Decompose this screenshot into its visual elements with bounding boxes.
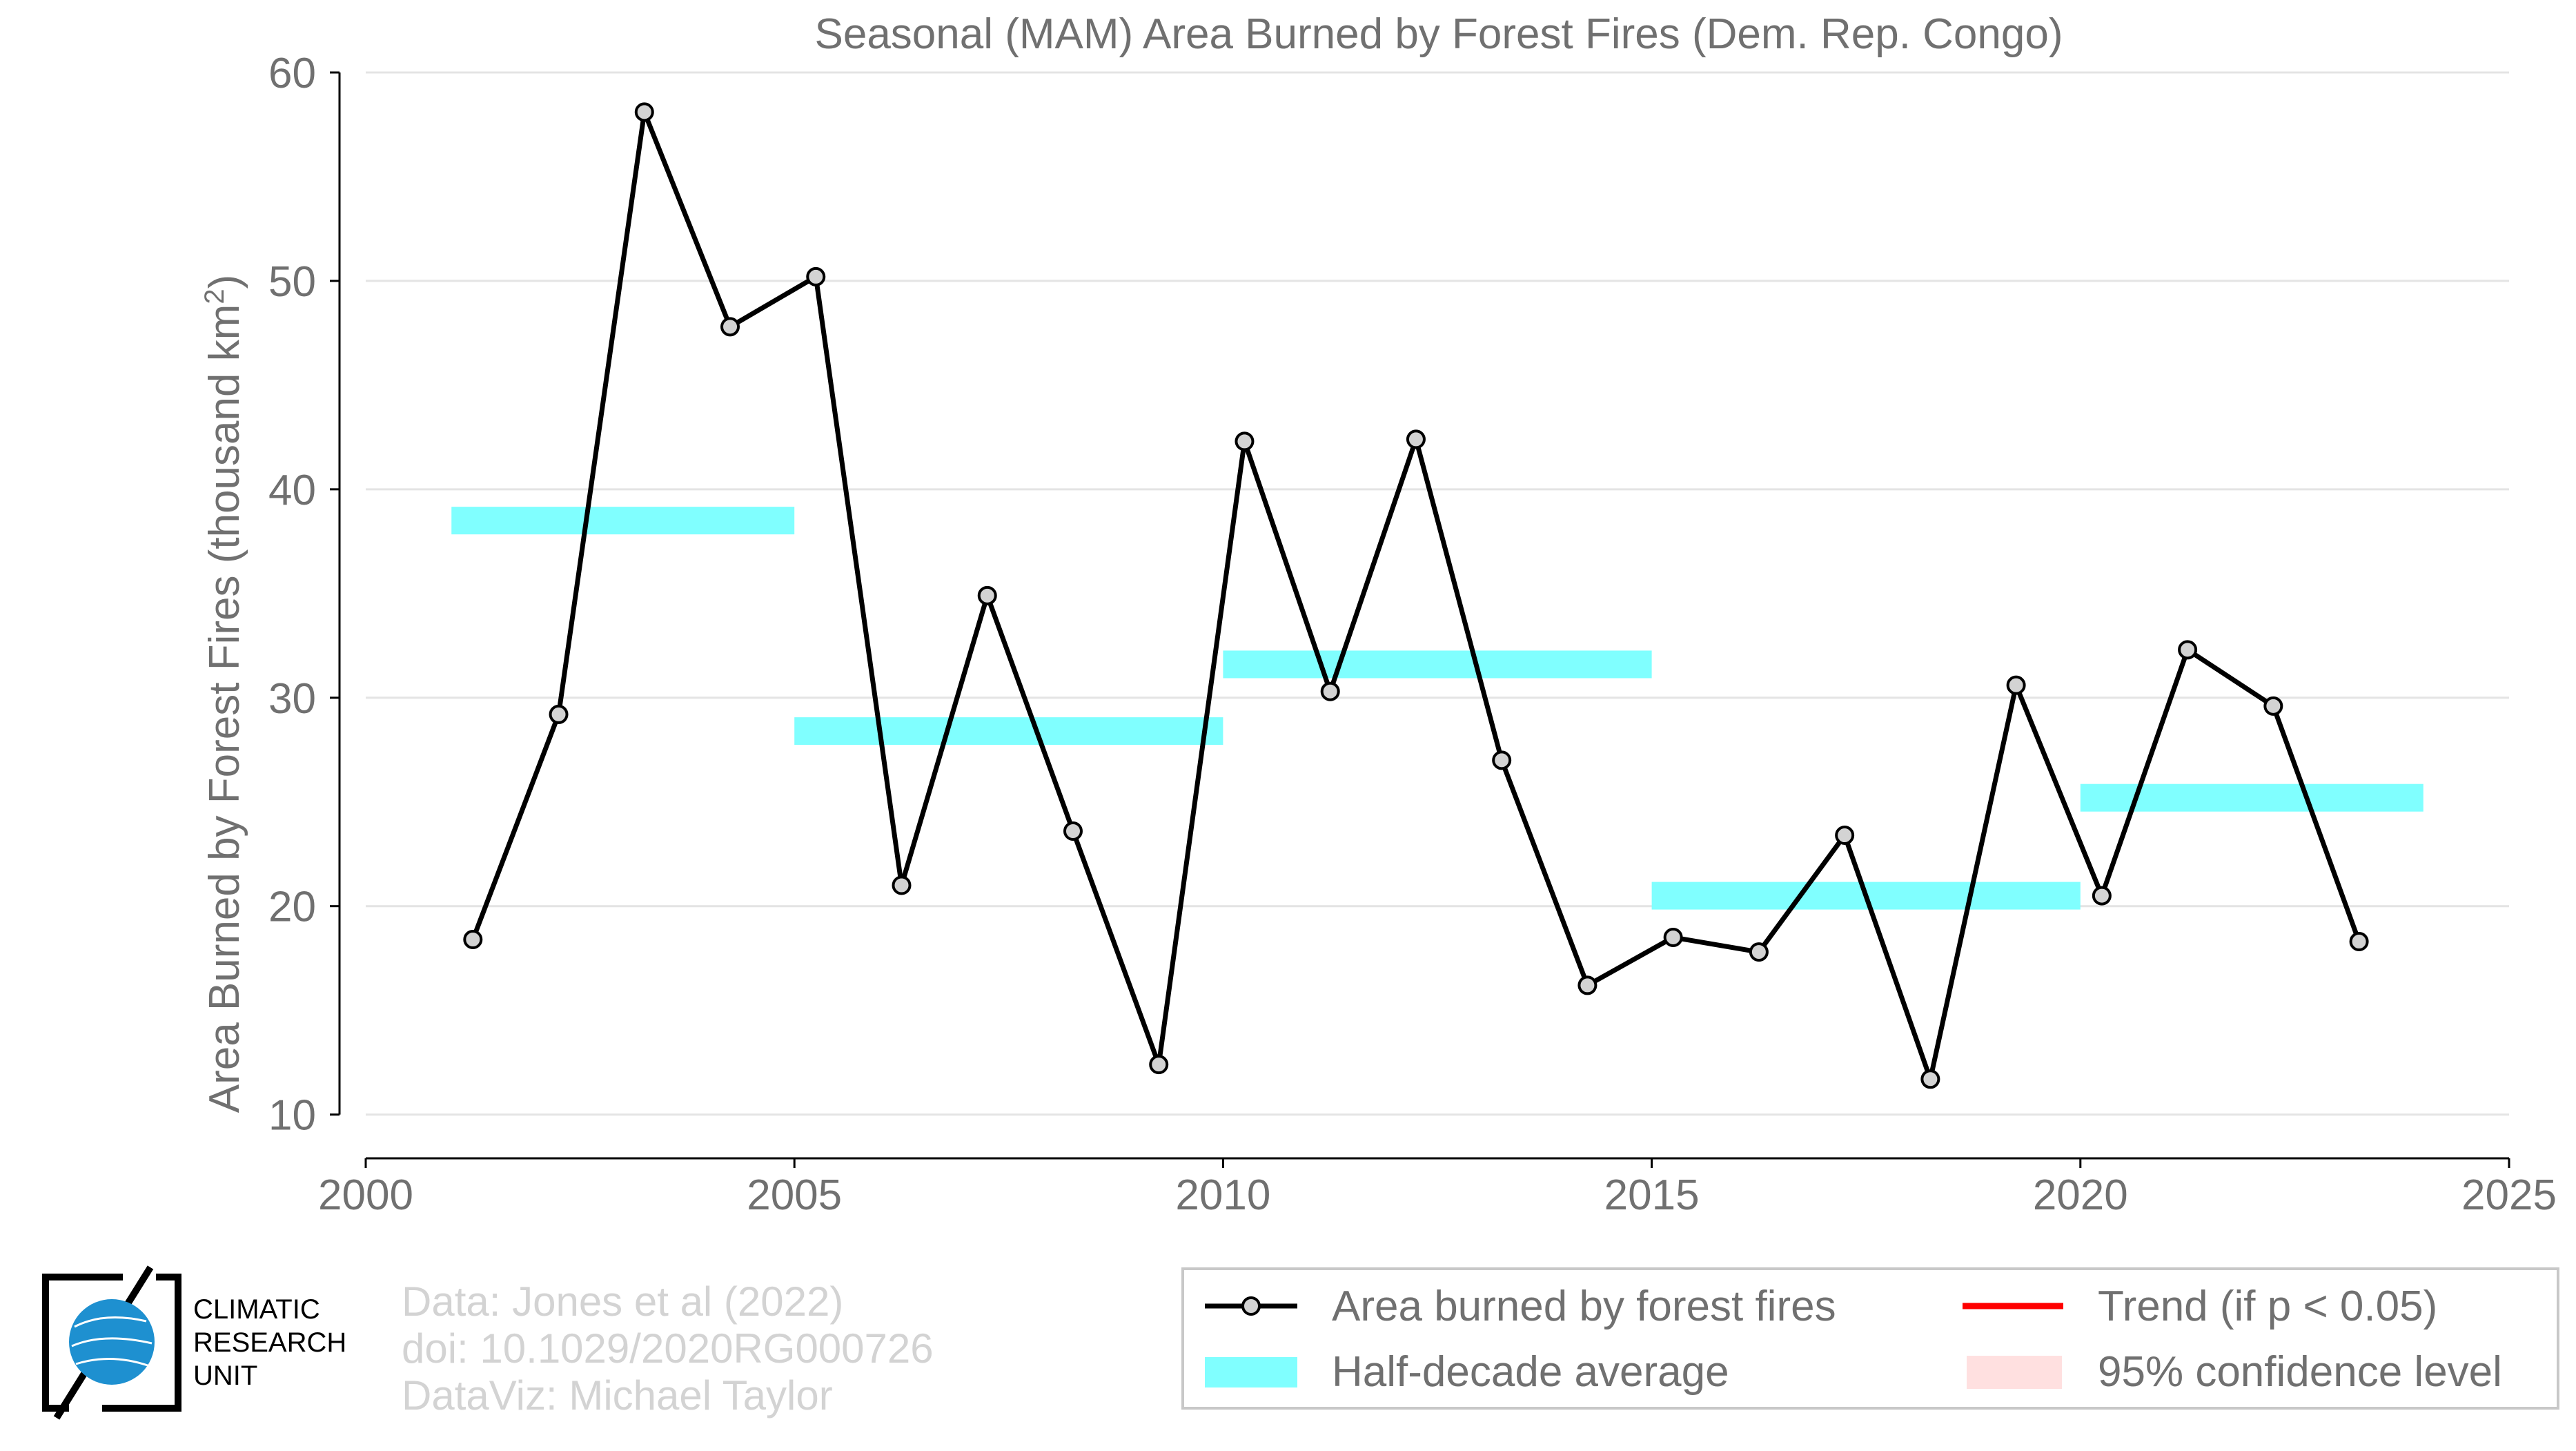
x-tick-label: 2025: [2461, 1171, 2557, 1219]
y-tick-label: 20: [268, 884, 316, 931]
logo-text-climatic: CLIMATIC: [193, 1294, 320, 1325]
data-point: [1920, 1069, 1940, 1089]
data-point: [2006, 675, 2026, 695]
data-point: [806, 266, 826, 286]
data-point: [2349, 932, 2369, 952]
data-point: [1577, 975, 1597, 995]
data-point: [1406, 429, 1426, 449]
y-tick-label: 30: [268, 675, 316, 723]
logo-bracket-right: [102, 1274, 181, 1412]
y-axis: 10 20 30 40 50 60: [268, 50, 341, 1140]
legend-swatch-series-marker: [1241, 1296, 1261, 1316]
x-tick-label: 2015: [1604, 1171, 1700, 1219]
y-tick-label: 10: [268, 1092, 316, 1140]
legend-swatch-half-decade: [1205, 1357, 1297, 1387]
data-point: [2178, 640, 2198, 660]
logo-text-research: RESEARCH: [193, 1327, 346, 1358]
legend: Area burned by forest fires Trend (if p …: [1181, 1267, 2559, 1410]
data-point: [977, 585, 997, 605]
x-tick-label: 2010: [1175, 1171, 1270, 1219]
data-point: [1835, 826, 1855, 846]
x-axis: 2000 2005 2010 2015 2020 2025: [318, 1157, 2557, 1219]
legend-label-confidence: 95% confidence level: [2098, 1348, 2502, 1396]
credits: Data: Jones et al (2022) doi: 10.1029/20…: [402, 1278, 934, 1419]
data-point: [1235, 431, 1255, 451]
data-point: [1663, 927, 1683, 947]
half-decade-band: [794, 717, 1223, 746]
x-tick-label: 2005: [747, 1171, 842, 1219]
logo-bracket-left: [42, 1274, 123, 1412]
cru-logo: CLIMATIC RESEARCH UNIT: [42, 1265, 346, 1420]
gridlines: [366, 71, 2509, 1116]
legend-box: [1181, 1267, 2559, 1410]
data-point: [1749, 942, 1769, 962]
half-decade-band: [1223, 650, 1652, 679]
half-decade-band: [451, 507, 795, 535]
y-tick-label: 40: [268, 467, 316, 514]
globe-swirl-icon: [71, 1316, 153, 1367]
data-point: [463, 930, 483, 949]
y-tick-label: 50: [268, 258, 316, 306]
series-points: [463, 102, 2369, 1089]
data-point: [1320, 681, 1340, 701]
legend-swatch-confidence: [1967, 1356, 2062, 1389]
credit-doi: doi: 10.1029/2020RG000726: [402, 1325, 934, 1372]
legend-label-half-decade: Half-decade average: [1332, 1348, 1729, 1396]
data-point: [720, 317, 740, 337]
data-point: [1149, 1055, 1169, 1075]
data-point: [2263, 696, 2283, 716]
data-point: [549, 704, 569, 724]
legend-label-trend: Trend (if p < 0.05): [2098, 1283, 2437, 1330]
data-point: [634, 102, 654, 122]
credit-dataviz: DataViz: Michael Taylor: [402, 1372, 833, 1419]
y-tick-label: 60: [268, 50, 316, 97]
x-tick-label: 2020: [2033, 1171, 2128, 1219]
data-point: [1063, 821, 1083, 841]
y-axis-label-end: ): [201, 275, 248, 289]
data-point: [1492, 750, 1512, 770]
data-point: [892, 875, 912, 895]
x-tick-label: 2000: [318, 1171, 413, 1219]
chart-title: Seasonal (MAM) Area Burned by Forest Fir…: [814, 10, 2063, 58]
logo-text-unit: UNIT: [193, 1361, 257, 1391]
data-point: [2092, 886, 2112, 906]
y-axis-label: Area Burned by Forest Fires (thousand km…: [199, 275, 248, 1113]
credit-data: Data: Jones et al (2022): [402, 1278, 843, 1325]
y-axis-label-main: Area Burned by Forest Fires (thousand km: [201, 304, 248, 1113]
y-axis-label-superscript: 2: [199, 289, 230, 304]
legend-label-series: Area burned by forest fires: [1332, 1283, 1836, 1330]
